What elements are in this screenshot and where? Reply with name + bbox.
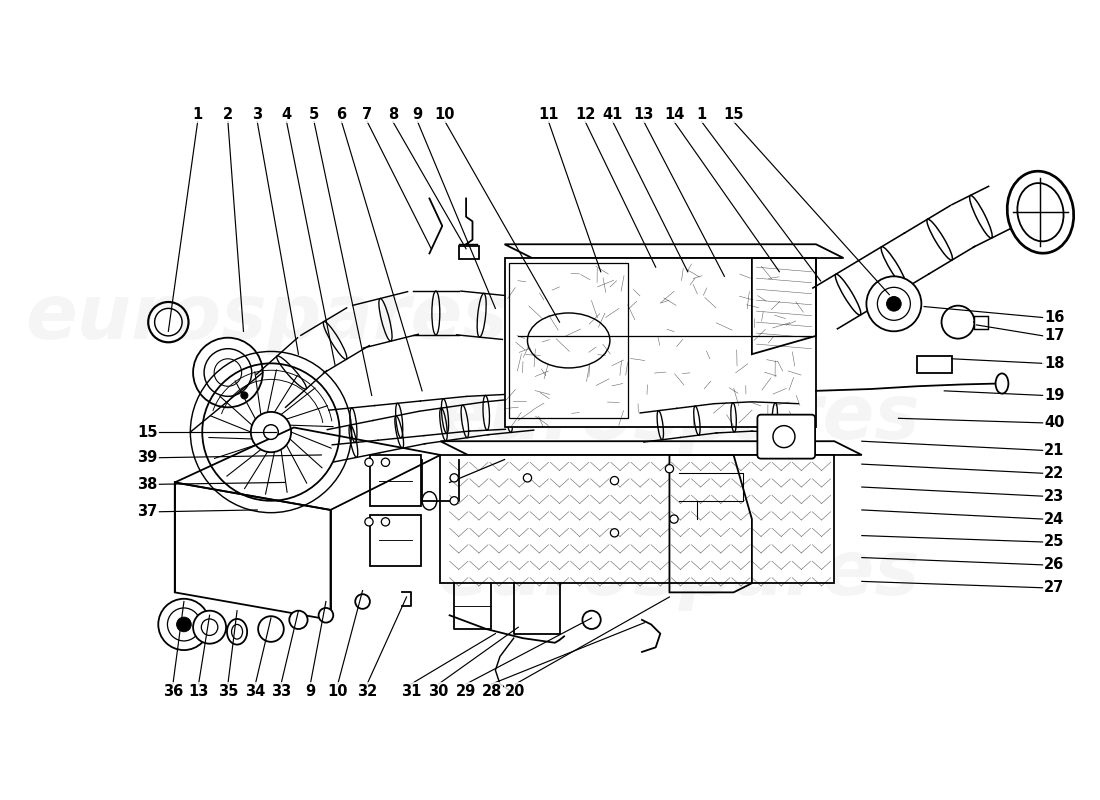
Text: 10: 10 — [328, 684, 348, 699]
Circle shape — [867, 276, 922, 331]
Circle shape — [582, 610, 601, 629]
Text: 35: 35 — [218, 684, 238, 699]
Text: 29: 29 — [456, 684, 476, 699]
Text: 9: 9 — [412, 106, 422, 122]
Circle shape — [450, 474, 459, 482]
Text: 22: 22 — [1044, 466, 1065, 481]
Text: 31: 31 — [400, 684, 421, 699]
Text: 7: 7 — [362, 106, 372, 122]
Text: 16: 16 — [1044, 310, 1065, 325]
Circle shape — [610, 477, 618, 485]
Polygon shape — [505, 258, 816, 427]
Circle shape — [610, 529, 618, 537]
Text: 6: 6 — [337, 106, 346, 122]
Text: 33: 33 — [271, 684, 292, 699]
Circle shape — [942, 306, 975, 338]
Text: 26: 26 — [1044, 558, 1065, 572]
Circle shape — [289, 610, 308, 629]
Text: 15: 15 — [138, 425, 157, 439]
Circle shape — [241, 392, 249, 399]
Circle shape — [158, 598, 210, 650]
Text: eurospares: eurospares — [25, 281, 508, 354]
Text: eurospares: eurospares — [437, 382, 920, 455]
Bar — [459, 246, 478, 259]
Text: 37: 37 — [138, 504, 157, 519]
Bar — [975, 316, 988, 329]
Ellipse shape — [227, 619, 248, 645]
Text: 10: 10 — [434, 106, 455, 122]
Circle shape — [319, 608, 333, 622]
Text: 1: 1 — [696, 106, 706, 122]
Text: 30: 30 — [428, 684, 449, 699]
Circle shape — [155, 308, 183, 336]
Circle shape — [264, 425, 278, 439]
Ellipse shape — [996, 374, 1009, 394]
Text: 4: 4 — [282, 106, 292, 122]
Text: 34: 34 — [245, 684, 265, 699]
Text: 12: 12 — [575, 106, 595, 122]
Text: 11: 11 — [538, 106, 559, 122]
Text: 25: 25 — [1044, 534, 1065, 550]
Text: 15: 15 — [724, 106, 744, 122]
Circle shape — [670, 515, 679, 523]
Text: 27: 27 — [1044, 580, 1065, 595]
Text: 1: 1 — [192, 106, 202, 122]
Circle shape — [365, 518, 373, 526]
Text: 2: 2 — [223, 106, 233, 122]
Circle shape — [258, 616, 284, 642]
Text: 9: 9 — [306, 684, 316, 699]
Text: 5: 5 — [309, 106, 319, 122]
Text: 36: 36 — [163, 684, 183, 699]
Text: 14: 14 — [663, 106, 684, 122]
Text: 39: 39 — [138, 450, 157, 466]
Text: 13: 13 — [188, 684, 209, 699]
Text: 3: 3 — [252, 106, 262, 122]
Bar — [916, 356, 952, 373]
Text: 8: 8 — [387, 106, 398, 122]
Text: 19: 19 — [1044, 388, 1065, 403]
Circle shape — [365, 458, 373, 466]
Text: 13: 13 — [634, 106, 654, 122]
Circle shape — [194, 610, 227, 644]
Circle shape — [382, 458, 389, 466]
Bar — [509, 262, 628, 418]
Text: 28: 28 — [482, 684, 502, 699]
Text: 20: 20 — [505, 684, 526, 699]
Text: 32: 32 — [358, 684, 377, 699]
Circle shape — [450, 497, 459, 505]
Text: 38: 38 — [138, 477, 157, 492]
Circle shape — [524, 474, 531, 482]
FancyBboxPatch shape — [758, 414, 815, 458]
Bar — [440, 455, 834, 583]
Text: 40: 40 — [1044, 415, 1065, 430]
Circle shape — [177, 617, 191, 632]
Text: 21: 21 — [1044, 443, 1065, 458]
Text: 41: 41 — [603, 106, 623, 122]
Ellipse shape — [1008, 171, 1074, 254]
Circle shape — [666, 465, 673, 473]
Text: 24: 24 — [1044, 511, 1065, 526]
Circle shape — [887, 297, 901, 311]
Text: 17: 17 — [1044, 328, 1065, 343]
Text: eurospares: eurospares — [437, 537, 920, 611]
Circle shape — [773, 426, 795, 448]
Circle shape — [355, 594, 370, 609]
Text: 23: 23 — [1044, 489, 1065, 504]
Text: 18: 18 — [1044, 356, 1065, 371]
Circle shape — [382, 518, 389, 526]
